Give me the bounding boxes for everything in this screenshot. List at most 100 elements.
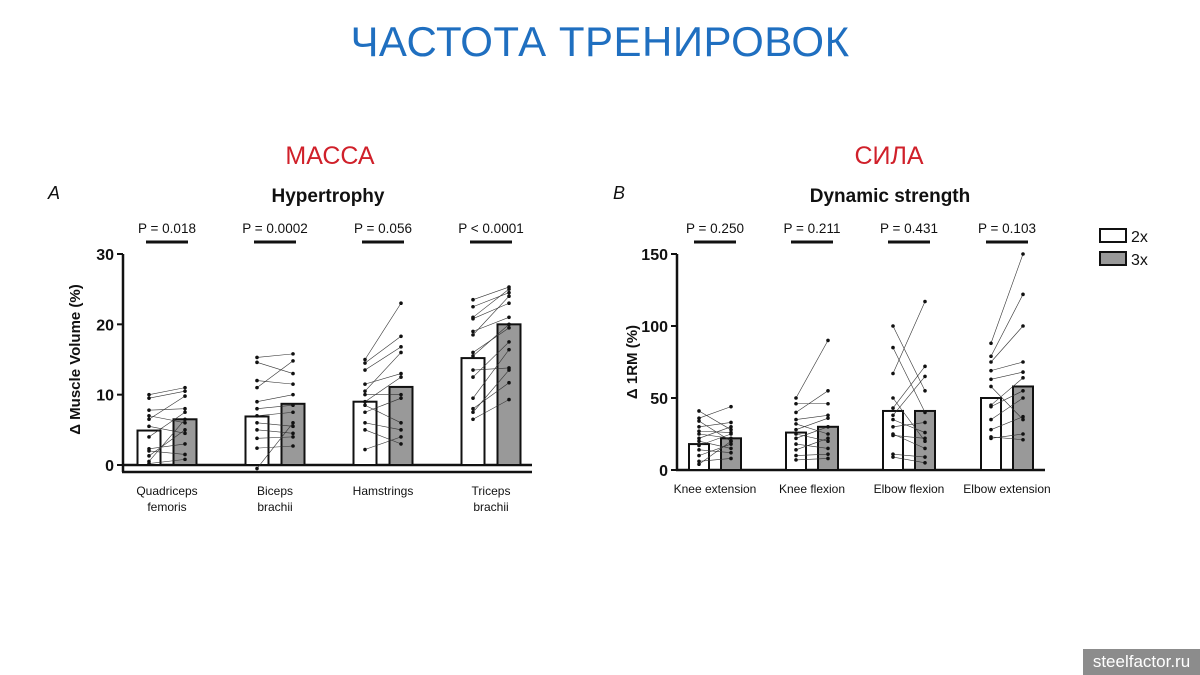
legend-label: 2x	[1131, 229, 1148, 246]
data-point-2x	[147, 392, 151, 397]
data-point-2x	[363, 368, 367, 372]
chart-title: Hypertrophy	[272, 186, 385, 207]
data-point-2x	[697, 436, 701, 441]
data-point-2x	[255, 399, 259, 404]
y-tick-label: 150	[641, 247, 668, 264]
y-tick-label: 10	[96, 388, 114, 405]
paired-line	[364, 404, 402, 424]
data-point-2x	[471, 329, 475, 334]
data-point-3x	[729, 450, 733, 455]
data-point-2x	[794, 442, 798, 446]
data-point-2x	[989, 360, 993, 364]
data-point-2x	[255, 355, 259, 360]
data-point-2x	[471, 368, 475, 372]
p-value-label: P < 0.0001	[458, 221, 523, 236]
data-point-2x	[363, 361, 367, 365]
data-point-2x	[794, 396, 798, 400]
data-point-2x	[891, 413, 895, 418]
data-point-2x	[471, 333, 475, 337]
category-label: Quadriceps	[136, 484, 197, 498]
paired-line	[698, 440, 732, 465]
data-point-2x	[363, 382, 367, 386]
data-point-3x	[923, 461, 927, 465]
paired-line	[472, 295, 510, 336]
paired-line	[472, 399, 510, 420]
data-point-3x	[923, 389, 927, 393]
data-point-2x	[471, 396, 475, 400]
paired-line	[795, 390, 829, 413]
data-point-3x	[399, 345, 403, 349]
data-point-2x	[697, 453, 701, 458]
y-tick-label: 30	[96, 247, 114, 264]
paired-line	[148, 387, 186, 395]
data-point-3x	[729, 456, 733, 461]
panel-label: A	[47, 183, 60, 203]
paired-line	[472, 302, 510, 319]
paired-line	[364, 352, 402, 392]
paired-line	[148, 395, 186, 420]
data-point-2x	[697, 462, 701, 467]
data-point-3x	[507, 301, 511, 306]
data-point-3x	[826, 452, 830, 456]
data-point-3x	[507, 294, 511, 299]
paired-line	[892, 433, 926, 449]
data-point-2x	[891, 455, 895, 459]
data-point-3x	[291, 392, 295, 397]
paired-line	[472, 292, 510, 308]
data-point-3x	[923, 299, 927, 304]
data-point-2x	[794, 422, 798, 426]
data-point-3x	[399, 375, 403, 379]
data-point-2x	[794, 417, 798, 422]
data-point-2x	[794, 453, 798, 458]
paired-line	[698, 449, 732, 454]
paired-line	[698, 458, 732, 462]
paired-line	[892, 366, 926, 409]
data-point-3x	[507, 340, 511, 344]
data-point-2x	[471, 410, 475, 415]
paired-line	[892, 325, 926, 391]
data-point-3x	[729, 427, 733, 432]
data-point-2x	[255, 385, 259, 390]
data-point-3x	[507, 380, 511, 385]
data-point-3x	[399, 442, 403, 446]
paired-line	[698, 410, 732, 430]
data-point-3x	[826, 416, 830, 420]
y-tick-label: 100	[641, 319, 668, 336]
data-point-3x	[291, 382, 295, 386]
data-point-2x	[147, 396, 151, 400]
paired-line	[892, 376, 926, 416]
data-point-3x	[507, 287, 511, 291]
data-point-3x	[399, 396, 403, 400]
data-point-2x	[794, 448, 798, 452]
data-point-2x	[794, 410, 798, 415]
y-tick-label: 0	[659, 463, 668, 480]
paired-line	[472, 349, 510, 399]
paired-line	[892, 453, 926, 458]
paired-line	[698, 406, 732, 419]
p-value-label: P = 0.0002	[242, 221, 307, 236]
data-point-2x	[255, 360, 259, 365]
data-point-3x	[826, 456, 830, 461]
data-point-3x	[729, 439, 733, 444]
data-point-3x	[1021, 389, 1025, 393]
data-point-2x	[989, 384, 993, 389]
data-point-2x	[147, 461, 151, 466]
paired-line	[256, 404, 294, 410]
data-point-3x	[1021, 360, 1025, 364]
paired-line	[256, 380, 294, 385]
paired-line	[364, 376, 402, 402]
paired-line	[990, 253, 1024, 344]
paired-line	[472, 367, 510, 371]
paired-line	[364, 373, 402, 385]
data-point-3x	[507, 315, 511, 320]
paired-line	[256, 353, 294, 358]
category-label: Elbow extension	[963, 482, 1050, 496]
data-point-3x	[826, 413, 830, 418]
data-point-3x	[507, 347, 511, 352]
left-subtitle: МАССА	[285, 142, 375, 170]
category-label: brachii	[257, 500, 292, 514]
paired-line	[472, 317, 510, 332]
data-point-2x	[891, 406, 895, 410]
paired-line	[364, 436, 402, 450]
data-point-3x	[183, 428, 187, 432]
